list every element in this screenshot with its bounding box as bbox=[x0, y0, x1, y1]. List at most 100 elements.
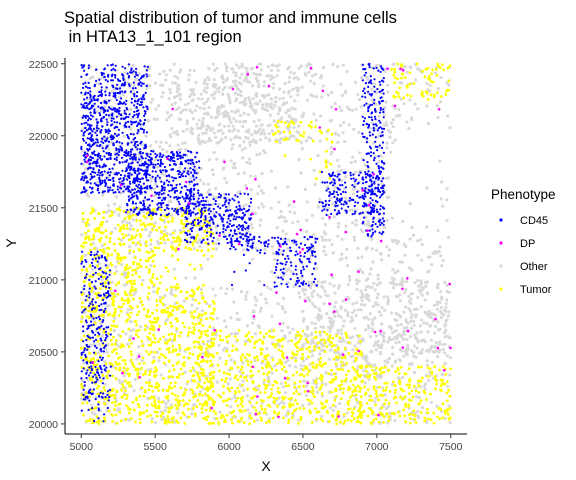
point-cd45 bbox=[96, 138, 99, 142]
point-other bbox=[420, 288, 424, 292]
point-tumor bbox=[225, 335, 228, 339]
point-tumor bbox=[385, 412, 388, 415]
point-other bbox=[410, 362, 414, 366]
point-other bbox=[181, 129, 185, 133]
point-other bbox=[133, 378, 137, 382]
point-other bbox=[200, 266, 204, 271]
point-other bbox=[265, 104, 269, 108]
point-other bbox=[200, 140, 204, 144]
point-tumor bbox=[127, 338, 131, 342]
point-other bbox=[316, 205, 320, 209]
point-tumor bbox=[207, 248, 210, 252]
point-other bbox=[409, 309, 413, 313]
point-tumor bbox=[154, 403, 157, 406]
point-other bbox=[413, 281, 417, 285]
point-other bbox=[353, 182, 358, 186]
point-tumor bbox=[259, 391, 262, 394]
point-tumor bbox=[380, 406, 384, 410]
point-tumor bbox=[356, 373, 360, 377]
point-other bbox=[423, 310, 427, 315]
point-other bbox=[287, 114, 291, 118]
point-other bbox=[388, 135, 392, 139]
point-tumor bbox=[155, 228, 159, 232]
point-tumor bbox=[218, 369, 221, 373]
point-other bbox=[438, 301, 442, 305]
point-cd45 bbox=[106, 123, 109, 126]
point-other bbox=[214, 186, 218, 191]
point-tumor bbox=[219, 338, 222, 341]
point-tumor bbox=[173, 240, 177, 243]
point-tumor bbox=[233, 335, 237, 338]
point-tumor bbox=[413, 418, 417, 421]
point-other bbox=[182, 299, 187, 303]
point-tumor bbox=[392, 73, 396, 77]
point-other bbox=[144, 228, 148, 232]
point-other bbox=[393, 138, 397, 142]
point-tumor bbox=[208, 387, 212, 390]
point-tumor bbox=[132, 365, 136, 369]
point-tumor bbox=[359, 411, 363, 415]
point-tumor bbox=[280, 367, 284, 371]
point-other bbox=[211, 127, 215, 131]
point-other bbox=[393, 106, 397, 110]
point-other bbox=[364, 328, 368, 332]
point-tumor bbox=[174, 381, 177, 384]
point-other bbox=[221, 167, 225, 171]
point-other bbox=[420, 293, 425, 297]
point-other bbox=[408, 98, 412, 102]
point-tumor bbox=[359, 386, 362, 390]
point-tumor bbox=[138, 219, 142, 223]
point-tumor bbox=[298, 380, 302, 383]
point-tumor bbox=[85, 419, 89, 423]
point-cd45 bbox=[80, 75, 83, 78]
point-tumor bbox=[122, 224, 125, 228]
point-cd45 bbox=[109, 107, 112, 110]
point-other bbox=[430, 344, 434, 348]
point-other bbox=[331, 251, 335, 255]
point-other bbox=[230, 147, 234, 151]
point-other bbox=[206, 76, 210, 80]
point-other bbox=[227, 95, 231, 99]
point-cd45 bbox=[89, 173, 92, 176]
point-other bbox=[351, 208, 355, 212]
point-tumor bbox=[281, 398, 285, 401]
point-tumor bbox=[357, 352, 360, 356]
point-other bbox=[240, 72, 244, 76]
point-other bbox=[159, 83, 163, 87]
point-other bbox=[448, 336, 452, 340]
point-other bbox=[253, 359, 257, 363]
point-tumor bbox=[163, 421, 167, 425]
point-other bbox=[239, 90, 243, 94]
point-tumor bbox=[266, 353, 270, 357]
point-other bbox=[281, 229, 285, 233]
point-other bbox=[378, 132, 382, 136]
point-tumor bbox=[152, 224, 156, 228]
point-tumor bbox=[335, 334, 338, 338]
point-tumor bbox=[171, 217, 175, 220]
point-other bbox=[415, 346, 419, 350]
point-cd45 bbox=[82, 179, 85, 182]
point-other bbox=[391, 352, 395, 356]
point-other bbox=[433, 331, 437, 335]
point-other bbox=[269, 68, 274, 72]
point-tumor bbox=[202, 416, 206, 420]
point-tumor bbox=[420, 376, 424, 380]
point-other bbox=[314, 72, 318, 76]
point-tumor bbox=[328, 177, 332, 180]
point-tumor bbox=[265, 372, 269, 376]
point-other bbox=[343, 196, 347, 200]
point-tumor bbox=[288, 131, 292, 135]
point-tumor bbox=[182, 226, 186, 230]
point-other bbox=[354, 80, 358, 84]
point-tumor bbox=[439, 384, 443, 388]
point-cd45 bbox=[91, 130, 94, 133]
point-other bbox=[176, 76, 180, 80]
point-tumor bbox=[151, 327, 155, 331]
point-tumor bbox=[181, 411, 185, 415]
point-tumor bbox=[178, 346, 182, 350]
point-tumor bbox=[311, 389, 315, 392]
point-other bbox=[286, 185, 290, 189]
point-cd45 bbox=[89, 132, 92, 135]
point-cd45 bbox=[90, 187, 94, 190]
point-other bbox=[407, 126, 411, 131]
